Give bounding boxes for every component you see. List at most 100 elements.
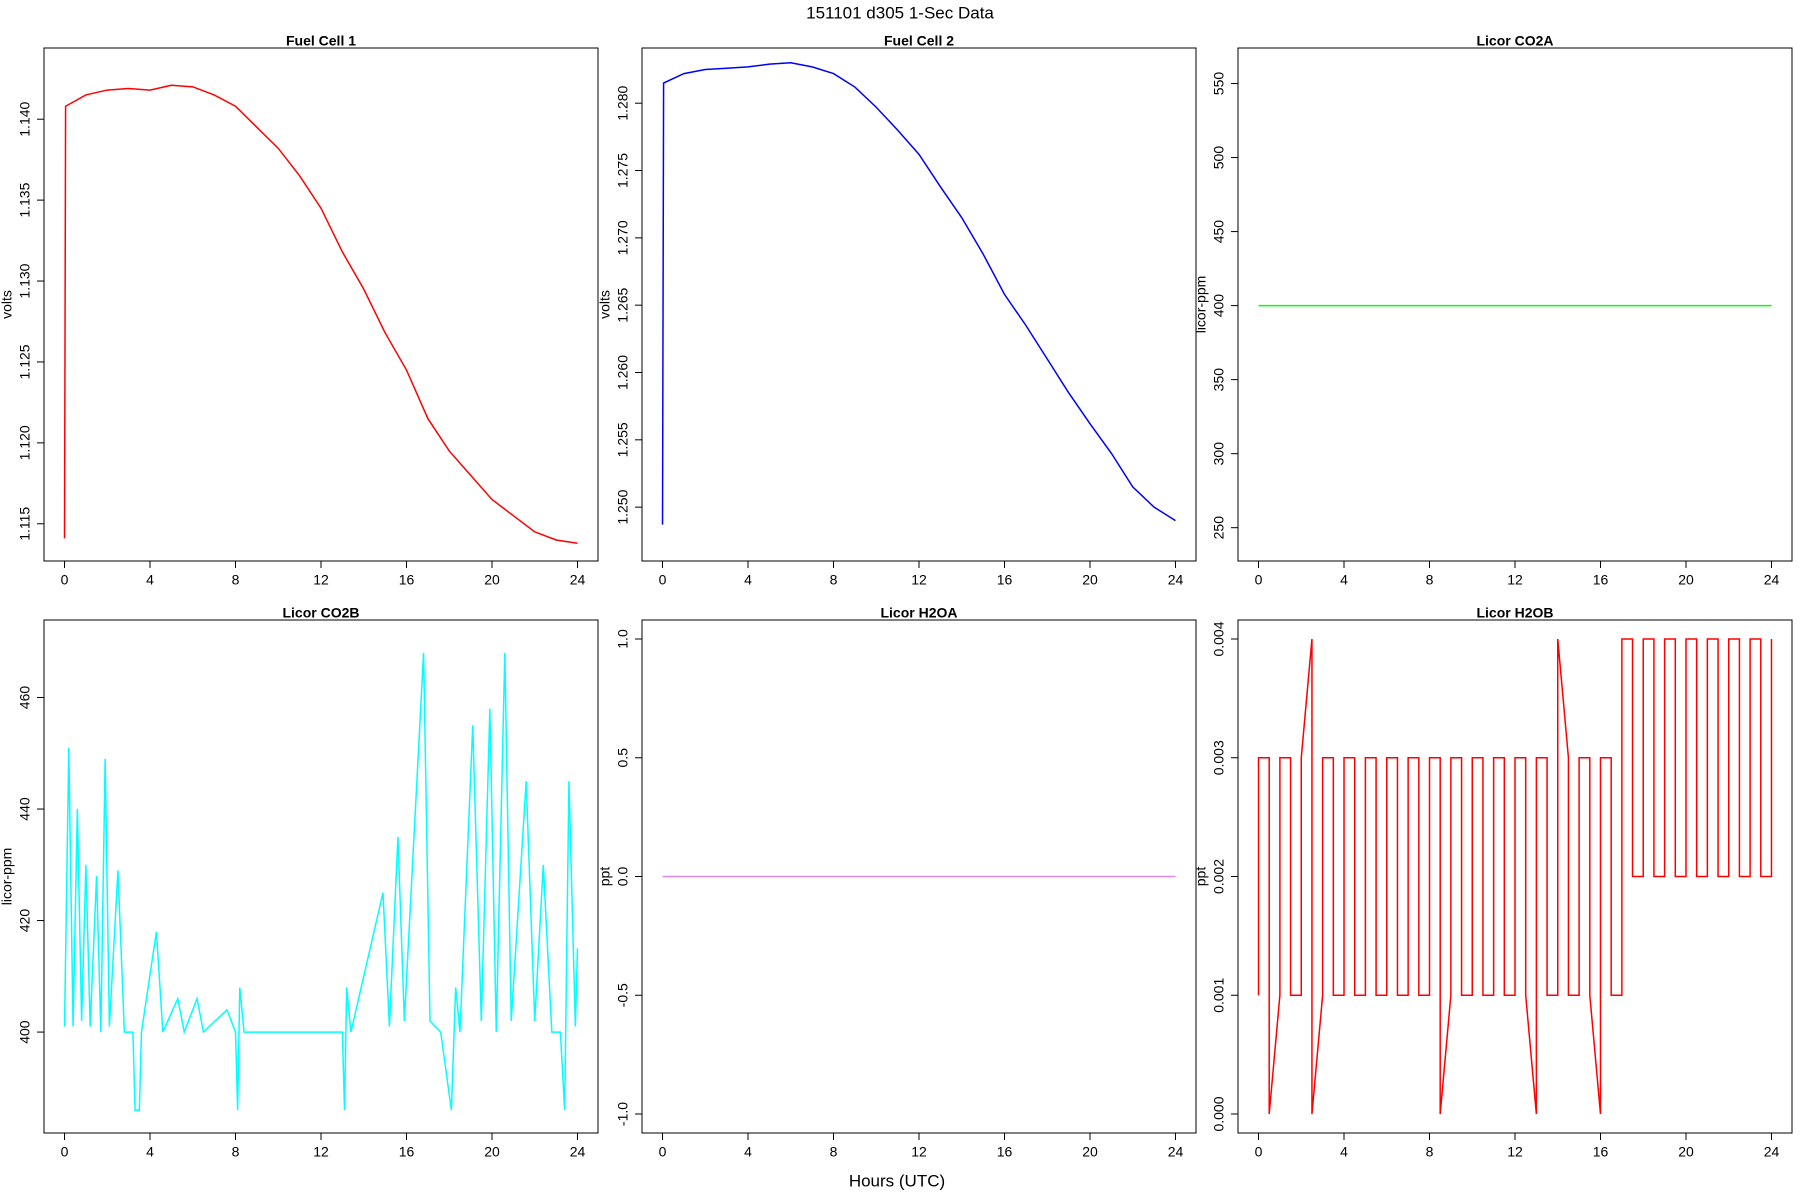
y-tick-label: -1.0 bbox=[615, 1102, 631, 1126]
plot-frame bbox=[43, 619, 599, 1134]
plot-frame bbox=[43, 47, 599, 562]
x-tick-label: 16 bbox=[399, 1144, 415, 1160]
x-tick-label: 4 bbox=[744, 572, 752, 588]
y-tick-label: 1.260 bbox=[615, 355, 631, 390]
y-tick-label: 1.130 bbox=[17, 263, 33, 298]
y-axis-label: ppt bbox=[597, 867, 613, 887]
x-tick-label: 20 bbox=[1678, 572, 1694, 588]
x-tick-label: 4 bbox=[744, 1144, 752, 1160]
data-line bbox=[63, 652, 579, 1111]
y-tick-label: 1.0 bbox=[615, 629, 631, 649]
y-tick-label: 0.5 bbox=[615, 748, 631, 768]
y-tick-label: 0.004 bbox=[1211, 621, 1227, 656]
x-tick-label: 0 bbox=[659, 1144, 667, 1160]
y-tick-label: 1.115 bbox=[17, 507, 33, 541]
y-tick-label: 0.002 bbox=[1211, 859, 1227, 894]
x-tick-label: 24 bbox=[1168, 1144, 1184, 1160]
x-tick-label: 4 bbox=[146, 572, 154, 588]
x-tick-label: 0 bbox=[659, 572, 667, 588]
panel-title: Licor H2OB bbox=[1476, 605, 1553, 621]
panel-title: Fuel Cell 2 bbox=[884, 33, 954, 49]
x-tick-label: 0 bbox=[61, 572, 69, 588]
x-axis-label: Hours (UTC) bbox=[849, 1171, 945, 1190]
x-tick-label: 20 bbox=[484, 1144, 500, 1160]
x-tick-label: 12 bbox=[1507, 1144, 1523, 1160]
y-axis-label: volts bbox=[597, 290, 613, 319]
x-tick-label: 0 bbox=[1255, 1144, 1263, 1160]
panel-title: Licor CO2A bbox=[1476, 33, 1553, 49]
y-tick-label: 450 bbox=[1211, 220, 1227, 244]
x-tick-label: 8 bbox=[1426, 572, 1434, 588]
y-axis-label: licor-ppm bbox=[1193, 276, 1209, 334]
x-tick-label: 16 bbox=[997, 572, 1013, 588]
x-tick-label: 12 bbox=[313, 572, 329, 588]
y-tick-label: 400 bbox=[17, 1020, 33, 1044]
x-tick-label: 4 bbox=[146, 1144, 154, 1160]
x-tick-label: 24 bbox=[570, 1144, 586, 1160]
x-tick-label: 0 bbox=[1255, 572, 1263, 588]
panel-title: Licor H2OA bbox=[880, 605, 957, 621]
x-tick-label: 12 bbox=[313, 1144, 329, 1160]
y-tick-label: 300 bbox=[1211, 442, 1227, 466]
x-tick-label: 8 bbox=[830, 572, 838, 588]
x-tick-label: 12 bbox=[1507, 572, 1523, 588]
x-tick-label: 8 bbox=[1426, 1144, 1434, 1160]
y-tick-label: 250 bbox=[1211, 516, 1227, 540]
x-tick-label: 16 bbox=[1593, 572, 1609, 588]
x-tick-label: 24 bbox=[1764, 572, 1780, 588]
y-tick-label: 1.135 bbox=[17, 182, 33, 217]
x-tick-label: 16 bbox=[399, 572, 415, 588]
y-axis-label: ppt bbox=[1193, 867, 1209, 887]
y-tick-label: 1.275 bbox=[615, 153, 631, 188]
y-tick-label: 0.001 bbox=[1211, 978, 1227, 1013]
y-tick-label: 0.0 bbox=[615, 867, 631, 887]
y-tick-label: 1.270 bbox=[615, 220, 631, 255]
x-tick-label: 16 bbox=[1593, 1144, 1609, 1160]
y-tick-label: -0.5 bbox=[615, 983, 631, 1007]
y-tick-label: 0.003 bbox=[1211, 740, 1227, 775]
chart-title: 151101 d305 1-Sec Data bbox=[806, 3, 994, 22]
x-tick-label: 8 bbox=[830, 1144, 838, 1160]
x-tick-label: 4 bbox=[1340, 1144, 1348, 1160]
x-tick-label: 16 bbox=[997, 1144, 1013, 1160]
y-tick-label: 350 bbox=[1211, 368, 1227, 392]
y-tick-label: 550 bbox=[1211, 72, 1227, 96]
y-tick-label: 1.120 bbox=[17, 425, 33, 460]
x-tick-label: 8 bbox=[232, 1144, 240, 1160]
x-tick-label: 20 bbox=[1082, 1144, 1098, 1160]
x-tick-label: 12 bbox=[911, 572, 927, 588]
plot-frame bbox=[641, 619, 1197, 1134]
y-tick-label: 1.255 bbox=[615, 422, 631, 457]
y-axis-label: licor-ppm bbox=[0, 848, 15, 906]
y-axis-label: volts bbox=[0, 290, 15, 319]
x-tick-label: 24 bbox=[1168, 572, 1184, 588]
x-tick-label: 4 bbox=[1340, 572, 1348, 588]
data-line bbox=[1257, 638, 1773, 1115]
x-tick-label: 20 bbox=[1082, 572, 1098, 588]
data-line bbox=[661, 62, 1176, 525]
y-tick-label: 440 bbox=[17, 797, 33, 821]
x-tick-label: 0 bbox=[61, 1144, 69, 1160]
panel-title: Licor CO2B bbox=[282, 605, 359, 621]
y-tick-label: 0.000 bbox=[1211, 1096, 1227, 1131]
y-tick-label: 460 bbox=[17, 686, 33, 710]
x-tick-label: 8 bbox=[232, 572, 240, 588]
x-tick-label: 12 bbox=[911, 1144, 927, 1160]
x-tick-label: 20 bbox=[1678, 1144, 1694, 1160]
plot-frame bbox=[641, 47, 1197, 562]
y-tick-label: 1.280 bbox=[615, 85, 631, 120]
y-tick-label: 1.265 bbox=[615, 287, 631, 322]
panel-title: Fuel Cell 1 bbox=[286, 33, 356, 49]
y-tick-label: 1.125 bbox=[17, 344, 33, 379]
y-tick-label: 1.140 bbox=[17, 101, 33, 136]
x-tick-label: 24 bbox=[570, 572, 586, 588]
y-tick-label: 400 bbox=[1211, 294, 1227, 318]
y-tick-label: 500 bbox=[1211, 146, 1227, 170]
y-tick-label: 420 bbox=[17, 909, 33, 933]
y-tick-label: 1.250 bbox=[615, 489, 631, 524]
x-tick-label: 24 bbox=[1764, 1144, 1780, 1160]
data-line bbox=[63, 84, 578, 544]
plot-frame bbox=[1237, 619, 1793, 1134]
x-tick-label: 20 bbox=[484, 572, 500, 588]
